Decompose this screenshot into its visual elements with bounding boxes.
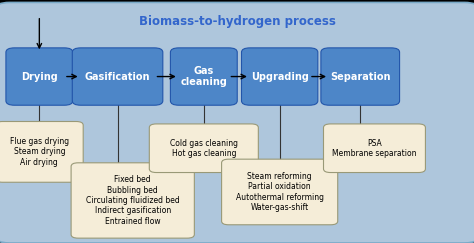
FancyBboxPatch shape: [6, 48, 73, 105]
Text: PSA
Membrane separation: PSA Membrane separation: [332, 139, 417, 158]
FancyBboxPatch shape: [323, 124, 425, 173]
Text: Upgrading: Upgrading: [251, 71, 309, 82]
FancyBboxPatch shape: [221, 159, 337, 225]
Text: Steam reforming
Partial oxidation
Autothermal reforming
Water-gas-shift: Steam reforming Partial oxidation Autoth…: [236, 172, 324, 212]
FancyBboxPatch shape: [170, 48, 237, 105]
Text: Gas
cleaning: Gas cleaning: [181, 66, 227, 87]
FancyBboxPatch shape: [241, 48, 318, 105]
Text: Separation: Separation: [330, 71, 391, 82]
Text: Cold gas cleaning
Hot gas cleaning: Cold gas cleaning Hot gas cleaning: [170, 139, 238, 158]
Text: Fixed bed
Bubbling bed
Circulating fluidized bed
Indirect gasification
Entrained: Fixed bed Bubbling bed Circulating fluid…: [86, 175, 180, 226]
Text: Flue gas drying
Steam drying
Air drying: Flue gas drying Steam drying Air drying: [10, 137, 69, 167]
FancyBboxPatch shape: [321, 48, 400, 105]
FancyBboxPatch shape: [149, 124, 258, 173]
Text: Drying: Drying: [21, 71, 58, 82]
Text: Biomass-to-hydrogen process: Biomass-to-hydrogen process: [138, 15, 336, 28]
Text: Gasification: Gasification: [85, 71, 150, 82]
FancyBboxPatch shape: [72, 48, 163, 105]
FancyBboxPatch shape: [71, 163, 194, 238]
FancyBboxPatch shape: [0, 122, 83, 182]
